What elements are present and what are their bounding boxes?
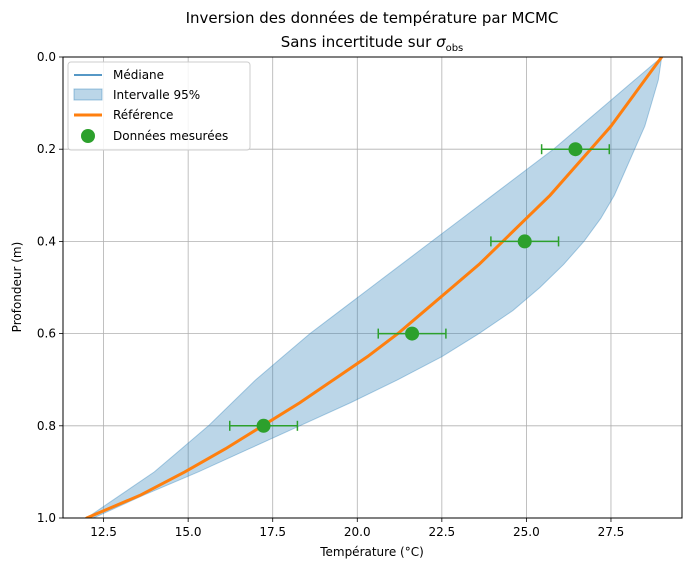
legend-frame xyxy=(67,61,251,151)
y-axis-label: Profondeur (m) xyxy=(10,242,24,333)
measurement-marker xyxy=(256,418,271,433)
x-tick-label: 27.5 xyxy=(598,525,625,539)
measurement-marker xyxy=(517,234,532,249)
measurements-layer xyxy=(229,142,611,433)
x-tick-label: 17.5 xyxy=(259,525,286,539)
measurement-point xyxy=(377,326,447,341)
plot-frame xyxy=(62,56,683,519)
legend-label-interval: Intervalle 95% xyxy=(113,88,200,102)
x-tick-label: 25.0 xyxy=(513,525,540,539)
title-line-2: Sans incertitude sur σobs xyxy=(281,33,464,54)
x-axis-label: Température (°C) xyxy=(319,545,424,559)
legend-label-median: Médiane xyxy=(113,68,164,82)
reference-line xyxy=(85,57,664,518)
y-tick-label: 0.6 xyxy=(37,327,56,341)
interval-band-layer xyxy=(85,57,663,518)
y-tick-label: 0.2 xyxy=(37,142,56,156)
y-tick-label: 0.8 xyxy=(37,419,56,433)
interval-95-band xyxy=(85,57,663,518)
plot-title: Inversion des données de température par… xyxy=(186,9,559,54)
x-tick-label: 20.0 xyxy=(344,525,371,539)
legend: Médiane Intervalle 95% Référence Données… xyxy=(67,61,251,151)
x-tick-label: 22.5 xyxy=(428,525,455,539)
y-tick-label: 0.4 xyxy=(37,234,56,248)
title-line-1: Inversion des données de température par… xyxy=(186,9,559,27)
measurement-marker xyxy=(568,142,583,157)
measurement-point xyxy=(229,418,299,433)
legend-label-measurements: Données mesurées xyxy=(113,129,228,143)
legend-measurement-swatch xyxy=(81,129,95,143)
x-axis-ticks: 12.5 15.0 17.5 20.0 22.5 25.0 27.5 xyxy=(90,518,624,539)
lines-layer xyxy=(85,57,664,518)
title-subscript: obs xyxy=(446,43,464,54)
legend-interval-swatch xyxy=(73,88,103,101)
y-tick-label: 1.0 xyxy=(37,511,56,525)
measurement-marker xyxy=(405,326,420,341)
x-tick-label: 15.0 xyxy=(175,525,202,539)
legend-label-reference: Référence xyxy=(113,108,173,122)
measurement-point xyxy=(490,234,560,249)
y-tick-label: 0.0 xyxy=(37,50,56,64)
title-sigma: σ xyxy=(436,33,446,51)
measurement-point xyxy=(540,142,611,157)
y-axis-ticks: 0.0 0.2 0.4 0.6 0.8 1.0 xyxy=(37,50,63,525)
x-tick-label: 12.5 xyxy=(90,525,117,539)
title-line-2-prefix: Sans incertitude sur xyxy=(281,33,436,51)
